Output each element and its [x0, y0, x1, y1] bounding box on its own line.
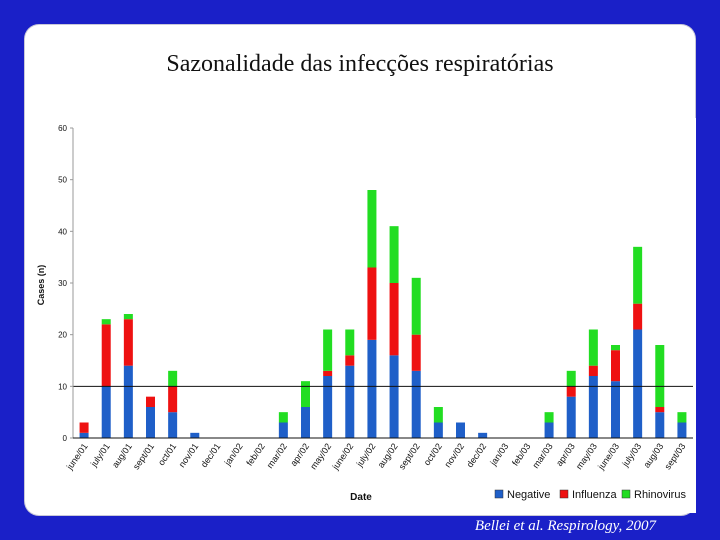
bar-negative — [79, 432, 89, 438]
y-tick-label: 20 — [58, 331, 67, 340]
bar-negative — [146, 407, 155, 438]
bar-negative — [478, 432, 488, 438]
bar-negative — [655, 412, 665, 438]
bar-influenza — [566, 386, 576, 397]
bar-rhinovirus — [655, 345, 665, 407]
bar-rhinovirus — [633, 246, 643, 304]
bar-negative — [278, 422, 288, 438]
bar-negative — [633, 329, 643, 438]
bar-rhinovirus — [566, 370, 576, 387]
y-axis-label: Cases (n) — [36, 265, 46, 306]
bar-rhinovirus — [389, 226, 399, 283]
y-tick-label: 60 — [58, 124, 67, 133]
bar-negative — [123, 365, 133, 438]
bar-negative — [456, 422, 465, 438]
bar-influenza — [79, 422, 89, 433]
bar-negative — [544, 422, 554, 438]
bar-rhinovirus — [677, 412, 687, 423]
bar-influenza — [655, 407, 665, 413]
bar-rhinovirus — [278, 412, 288, 423]
bar-rhinovirus — [168, 370, 178, 387]
bar-rhinovirus — [345, 329, 355, 356]
x-axis-label: Date — [350, 492, 372, 503]
bar-negative — [323, 376, 333, 438]
bar-negative — [301, 407, 310, 438]
bar-negative — [101, 386, 111, 438]
bar-influenza — [633, 303, 643, 330]
y-tick-label: 0 — [63, 434, 68, 443]
bar-negative — [168, 412, 178, 438]
legend-swatch — [494, 489, 504, 499]
bar-influenza — [611, 350, 620, 382]
bar-negative — [611, 381, 620, 438]
bar-rhinovirus — [367, 190, 377, 268]
y-tick-label: 10 — [58, 382, 67, 391]
legend: Negative Influenza Rhinovirus — [494, 489, 686, 501]
y-tick-label: 50 — [58, 176, 67, 185]
bar-influenza — [411, 334, 421, 371]
bar-rhinovirus — [433, 407, 443, 423]
bar-negative — [566, 396, 576, 438]
bar-negative — [411, 370, 421, 438]
bar-influenza — [367, 267, 377, 340]
bar-influenza — [101, 324, 111, 387]
bar-negative — [345, 365, 355, 438]
bar-negative — [389, 355, 399, 438]
legend-label: Negative — [507, 489, 550, 501]
bar-rhinovirus — [301, 381, 310, 407]
bar-negative — [677, 422, 687, 438]
bar-influenza — [146, 396, 155, 407]
bar-rhinovirus — [411, 277, 421, 335]
bar-rhinovirus — [544, 412, 554, 423]
bar-influenza — [389, 283, 399, 356]
bar-negative — [588, 376, 598, 438]
chart-area-background — [36, 118, 696, 513]
bar-rhinovirus — [588, 329, 598, 366]
legend-label: Rhinovirus — [634, 489, 686, 501]
y-tick-label: 30 — [58, 279, 67, 288]
bar-influenza — [123, 319, 133, 366]
slide-title: Sazonalidade das infecções respiratórias — [166, 51, 554, 77]
bar-negative — [367, 339, 377, 438]
bar-negative — [433, 422, 443, 438]
y-tick-label: 40 — [58, 227, 67, 236]
bars — [79, 190, 687, 438]
bar-rhinovirus — [611, 345, 620, 351]
legend-swatch — [559, 489, 569, 499]
citation: Bellei et al. Respirology, 2007 — [474, 518, 656, 534]
bar-influenza — [588, 365, 598, 376]
bar-rhinovirus — [323, 329, 333, 371]
legend-label: Influenza — [572, 489, 618, 501]
bar-rhinovirus — [123, 314, 133, 320]
legend-swatch — [621, 489, 631, 499]
bar-influenza — [168, 386, 178, 413]
bar-influenza — [345, 355, 355, 366]
bar-influenza — [323, 370, 333, 376]
bar-rhinovirus — [101, 319, 111, 325]
bar-negative — [190, 432, 200, 438]
